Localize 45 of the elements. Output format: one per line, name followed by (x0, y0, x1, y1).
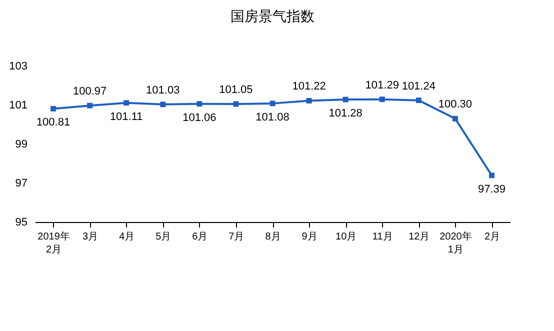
point (233, 101, 239, 107)
x-tick-label: 7月 (228, 232, 244, 242)
x-tick-label: 2月 (484, 232, 500, 242)
point (452, 116, 458, 122)
x-tick-label: 3月 (82, 232, 98, 242)
point (50, 106, 56, 112)
text: 101.24 (402, 80, 436, 92)
point (379, 96, 385, 102)
point (488, 172, 494, 178)
x-tick-label: 2020年 1月 (440, 230, 472, 256)
text: 100.97 (72, 86, 107, 98)
text: 101.22 (292, 80, 326, 93)
point (342, 96, 348, 102)
y-tick-label: 97 (15, 178, 28, 190)
point (87, 102, 93, 108)
text: 101.11 (110, 110, 143, 123)
point (416, 98, 422, 104)
x-tick-label: 12月 (408, 232, 430, 242)
x-tick-label: 8月 (265, 232, 281, 242)
x-tick-label: 5月 (156, 232, 172, 242)
point (270, 100, 276, 106)
x-tick-label: 2019年 2月 (38, 230, 70, 256)
x-tick-label: 4月 (119, 232, 135, 242)
point (196, 101, 202, 107)
text: 97.39 (478, 183, 506, 196)
x-tick-label: 9月 (302, 232, 318, 242)
point (160, 102, 166, 108)
text: 101.06 (182, 112, 216, 124)
text: 101.28 (328, 108, 362, 120)
text: 101.29 (365, 79, 399, 92)
point (124, 100, 130, 106)
x-tick-label: 11月 (372, 232, 393, 242)
x-tick-label: 10月 (336, 232, 357, 242)
text: 100.30 (438, 98, 472, 111)
text: 100.81 (36, 116, 70, 129)
y-tick-label: 95 (15, 216, 28, 228)
text: 101.05 (219, 84, 253, 96)
y-tick-label: 101 (9, 100, 28, 112)
chart-title: 国房景气指数 (230, 8, 314, 24)
point (306, 98, 312, 104)
x-tick-label: 6月 (192, 232, 208, 242)
y-tick-label: 103 (9, 60, 28, 72)
text: 101.08 (256, 111, 290, 124)
text: 101.03 (146, 84, 180, 96)
y-tick-label: 99 (15, 138, 28, 150)
